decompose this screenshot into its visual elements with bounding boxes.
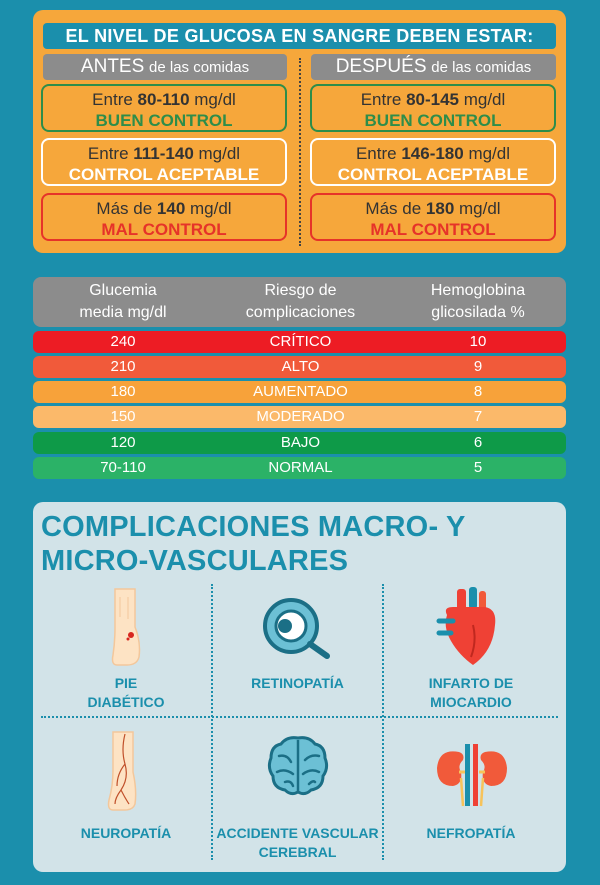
cell-risk: NORMAL — [268, 459, 333, 476]
eye-icon — [263, 598, 330, 659]
before-ok-range: 111-140 — [133, 144, 194, 163]
grid-divider — [41, 716, 558, 718]
after-head-big: DESPUÉS — [335, 56, 427, 77]
before-bad-status: MAL CONTROL — [101, 220, 227, 239]
cell-hba1c: 5 — [473, 459, 483, 476]
table-row: 180 AUMENTADO 8 — [33, 381, 566, 403]
before-meals-header: ANTES de las comidas — [43, 54, 287, 80]
table-row: 210 ALTO 9 — [33, 356, 566, 378]
glucose-title: EL NIVEL DE GLUCOSA EN SANGRE DEBEN ESTA… — [43, 23, 556, 49]
after-ok-unit: mg/dl — [463, 144, 511, 163]
label-line1: PIE — [114, 675, 138, 691]
column-divider — [299, 58, 301, 246]
before-good-unit: mg/dl — [189, 90, 236, 109]
header-glucose-line1: Glucemia — [89, 282, 157, 299]
label-stroke: ACCIDENTE VASCULAR CEREBRAL — [213, 824, 382, 862]
after-ok-box: Entre 146-180 mg/dl CONTROL ACEPTABLE — [310, 138, 556, 186]
label-myocardial-infarction: INFARTO DE MIOCARDIO — [384, 674, 558, 712]
before-head-big: ANTES — [80, 56, 145, 77]
table-row: 70-110 NORMAL 5 — [33, 457, 566, 479]
glucose-levels-panel: EL NIVEL DE GLUCOSA EN SANGRE DEBEN ESTA… — [33, 10, 566, 253]
label-line2: DIABÉTICO — [87, 694, 165, 710]
label-line1: NEUROPATÍA — [80, 825, 172, 841]
cell-glucose: 150 — [110, 408, 136, 425]
header-risk: Riesgo de complicaciones — [213, 277, 388, 327]
heart-icon — [436, 587, 496, 665]
cell-risk: AUMENTADO — [253, 383, 348, 400]
before-ok-prefix: Entre — [87, 144, 134, 163]
after-bad-range: 180 — [425, 199, 455, 218]
before-good-prefix: Entre — [92, 90, 138, 109]
after-head-small: de las comidas — [431, 59, 532, 76]
header-risk-line1: Riesgo de — [264, 282, 337, 299]
header-hba1c: Hemoglobina glicosilada % — [388, 277, 568, 327]
header-hba1c-line2: glicosilada % — [431, 304, 525, 321]
label-nephropathy: NEFROPATÍA — [384, 824, 558, 843]
cell-hba1c: 7 — [473, 408, 483, 425]
before-head-small: de las comidas — [149, 59, 250, 76]
after-bad-box: Más de 180 mg/dl MAL CONTROL — [310, 193, 556, 241]
after-ok-status: CONTROL ACEPTABLE — [337, 165, 529, 184]
label-line1: RETINOPATÍA — [251, 675, 344, 691]
after-good-range: 80-145 — [406, 90, 459, 109]
after-good-prefix: Entre — [360, 90, 407, 109]
complications-title: COMPLICACIONES MACRO- Y MICRO-VASCULARES — [41, 511, 466, 577]
kidneys-icon — [437, 744, 507, 807]
cell-risk: MODERADO — [256, 408, 345, 425]
cell-glucose: 120 — [110, 434, 136, 451]
after-meals-header: DESPUÉS de las comidas — [311, 54, 556, 80]
after-good-box: Entre 80-145 mg/dl BUEN CONTROL — [310, 84, 556, 132]
label-line1: NEFROPATÍA — [426, 825, 516, 841]
header-risk-line2: complicaciones — [245, 304, 356, 321]
cell-risk: CRÍTICO — [269, 333, 332, 350]
cell-hba1c: 8 — [473, 383, 483, 400]
after-ok-range: 146-180 — [401, 144, 464, 163]
label-line1: ACCIDENTE VASCULAR — [216, 825, 379, 841]
before-bad-unit: mg/dl — [185, 199, 232, 218]
cell-glucose: 240 — [110, 333, 136, 350]
leg-nerve-icon — [107, 731, 137, 811]
table-row: 120 BAJO 6 — [33, 432, 566, 454]
table-row: 240 CRÍTICO 10 — [33, 331, 566, 353]
complications-panel: COMPLICACIONES MACRO- Y MICRO-VASCULARES… — [33, 502, 566, 872]
label-line2: CEREBRAL — [258, 844, 337, 860]
after-bad-prefix: Más de — [365, 199, 426, 218]
label-diabetic-foot: PIE DIABÉTICO — [41, 674, 211, 712]
before-good-range: 80-110 — [137, 90, 190, 109]
grid-divider — [382, 584, 384, 860]
label-retinopathy: RETINOPATÍA — [213, 674, 382, 693]
before-good-box: Entre 80-110 mg/dl BUEN CONTROL — [41, 84, 287, 132]
table-row: 150 MODERADO 7 — [33, 406, 566, 428]
cell-hba1c: 6 — [473, 434, 483, 451]
before-ok-unit: mg/dl — [193, 144, 241, 163]
before-bad-prefix: Más de — [96, 199, 157, 218]
before-bad-box: Más de 140 mg/dl MAL CONTROL — [41, 193, 287, 241]
brain-icon — [267, 736, 329, 796]
foot-icon — [111, 588, 141, 666]
cell-hba1c: 10 — [469, 333, 487, 350]
label-line2: MIOCARDIO — [430, 694, 512, 710]
header-hba1c-line1: Hemoglobina — [430, 282, 526, 299]
cell-glucose: 70-110 — [100, 459, 146, 476]
before-good-status: BUEN CONTROL — [95, 111, 233, 130]
before-ok-status: CONTROL ACEPTABLE — [68, 165, 260, 184]
label-line1: INFARTO DE — [428, 675, 514, 691]
after-bad-unit: mg/dl — [454, 199, 501, 218]
after-good-unit: mg/dl — [459, 90, 506, 109]
cell-risk: ALTO — [281, 358, 320, 375]
cell-glucose: 210 — [110, 358, 136, 375]
grid-divider — [211, 584, 213, 860]
cell-glucose: 180 — [110, 383, 136, 400]
risk-table-header: Glucemia media mg/dl Riesgo de complicac… — [33, 277, 566, 327]
cell-risk: BAJO — [280, 434, 321, 451]
header-glucose-line2: media mg/dl — [79, 304, 167, 321]
label-neuropathy: NEUROPATÍA — [41, 824, 211, 843]
header-glucose: Glucemia media mg/dl — [33, 277, 213, 327]
after-bad-status: MAL CONTROL — [370, 220, 496, 239]
before-bad-range: 140 — [156, 199, 186, 218]
after-ok-prefix: Entre — [355, 144, 402, 163]
cell-hba1c: 9 — [473, 358, 483, 375]
before-ok-box: Entre 111-140 mg/dl CONTROL ACEPTABLE — [41, 138, 287, 186]
after-good-status: BUEN CONTROL — [364, 111, 502, 130]
